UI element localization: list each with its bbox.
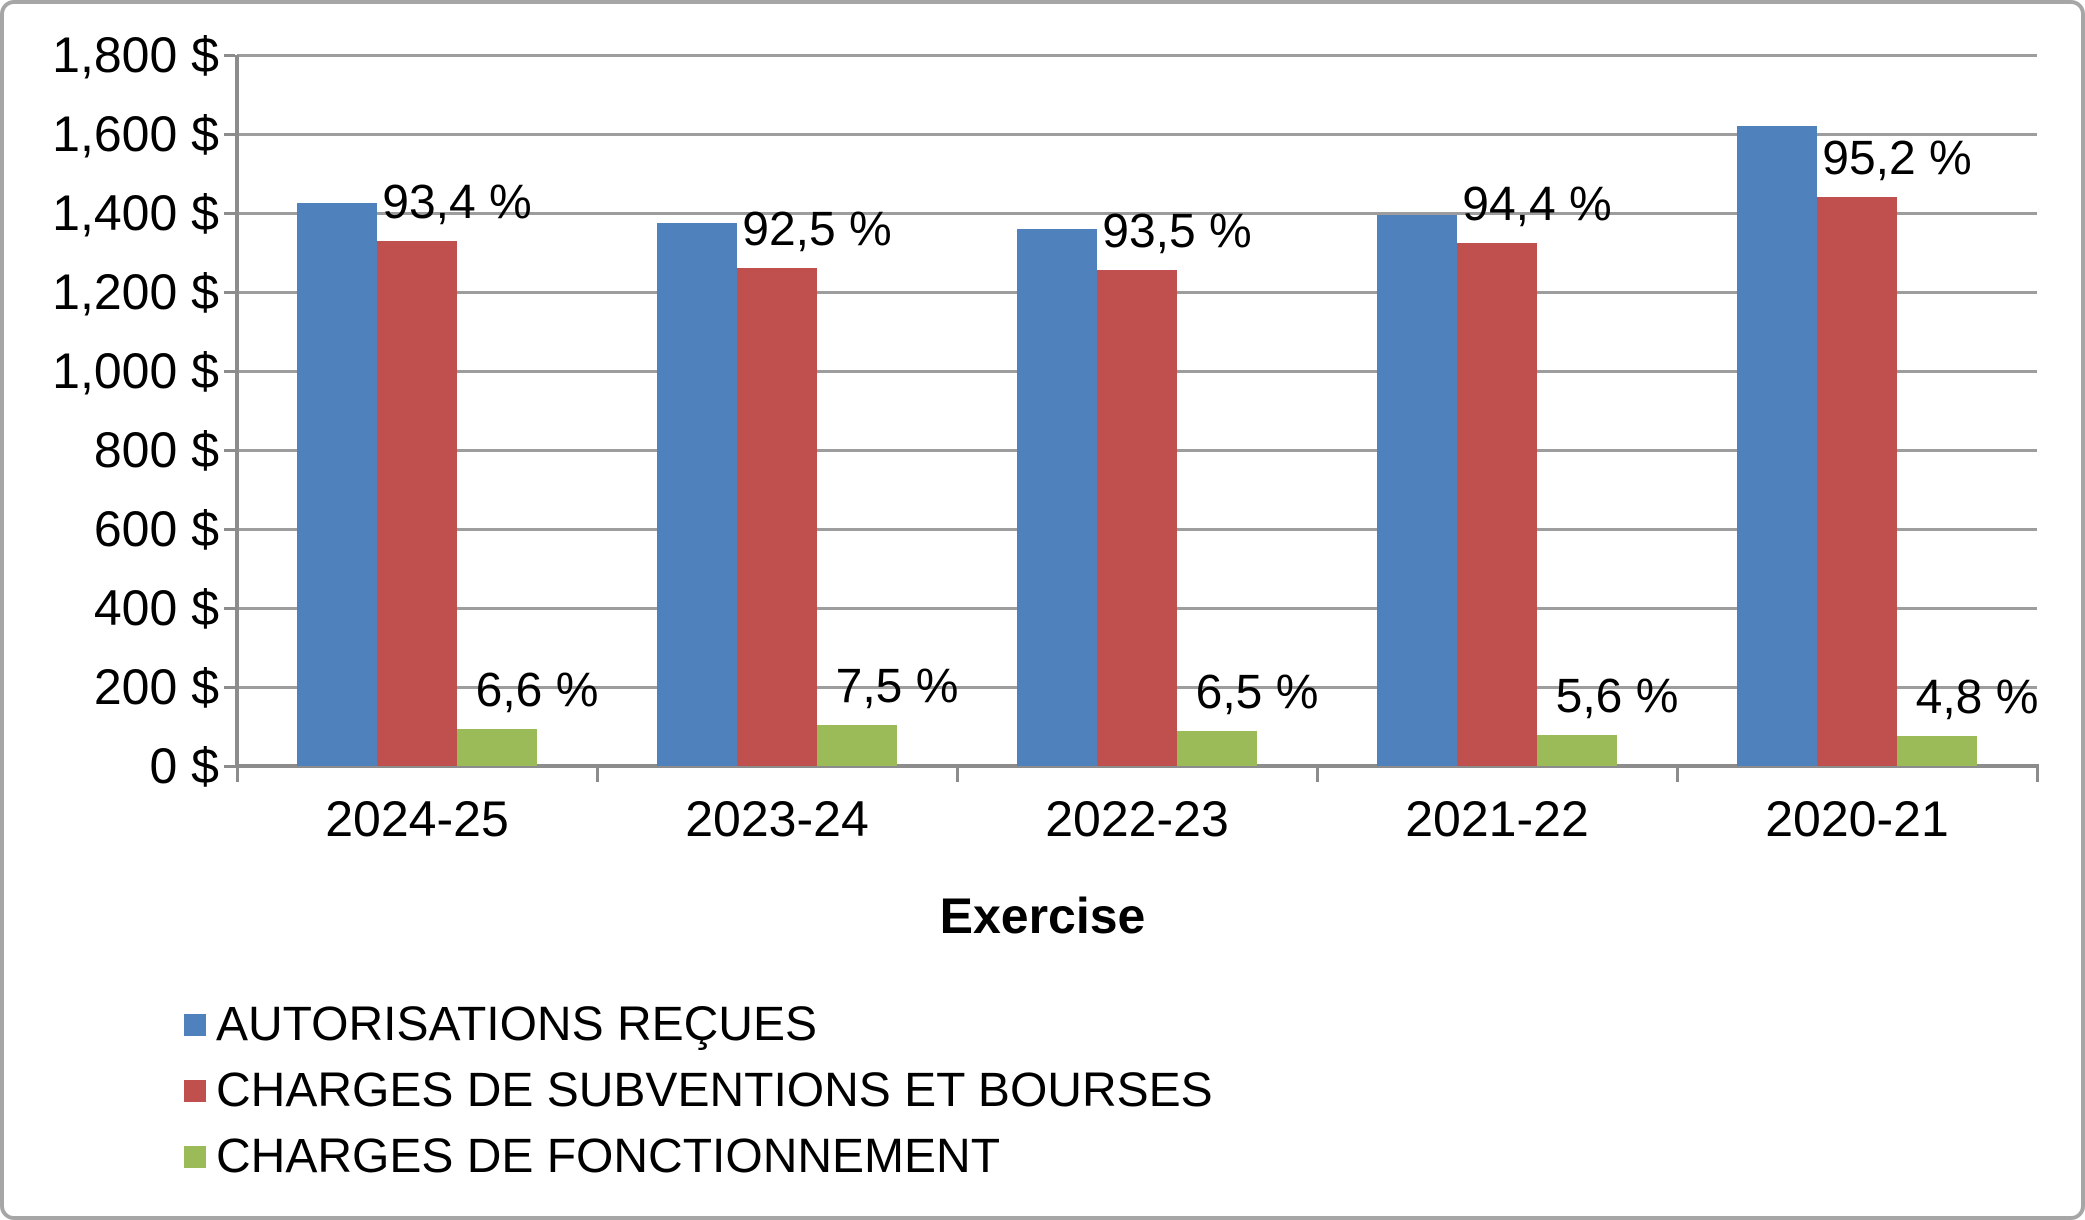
x-axis-tick (955, 768, 959, 782)
x-axis (235, 764, 2039, 768)
bar-charges-de-fonctionnement-2020-21 (1897, 736, 1977, 766)
bar-autorisations-re-ues-2024-25 (297, 203, 377, 766)
bar-charges-de-fonctionnement-2023-24 (817, 725, 897, 766)
bar-charges-de-subventions-et-bourses-2024-25 (377, 240, 457, 766)
gridline-1400 (237, 211, 2037, 215)
x-axis-tick (2035, 768, 2039, 782)
x-tick-label: 2024-25 (325, 791, 509, 847)
x-axis-tick (1315, 768, 1319, 782)
bar-charges-de-fonctionnement-2022-23 (1177, 731, 1257, 766)
data-label: 4,8 % (1915, 671, 2039, 725)
legend-swatch-3 (184, 1146, 206, 1168)
data-label: 94,4 % (1462, 177, 1612, 231)
bar-autorisations-re-ues-2023-24 (657, 222, 737, 766)
plot-area: 93,4 % 6,6 % 92,5 % 7,5 % 93,5 % 6,5 % 94,4 % 5… (224, 53, 2039, 782)
y-tick-label: 1,400 $ (52, 185, 219, 241)
bar-charges-de-subventions-et-bourses-2022-23 (1097, 270, 1177, 766)
y-axis-tick (224, 132, 235, 136)
legend-label-1: AUTORISATIONS REÇUES (216, 998, 817, 1051)
data-label: 93,5 % (1102, 205, 1252, 259)
data-label: 6,6 % (475, 663, 599, 717)
y-axis-tick (224, 606, 235, 610)
y-axis-tick (224, 369, 235, 373)
data-label: 6,5 % (1195, 666, 1319, 720)
y-tick-label: 0 $ (149, 738, 219, 794)
bar-autorisations-re-ues-2022-23 (1017, 228, 1097, 766)
y-axis-tick (224, 448, 235, 452)
y-tick-label: 1,200 $ (52, 264, 219, 320)
legend-label-2: CHARGES DE SUBVENTIONS ET BOURSES (216, 1064, 1213, 1117)
legend-label-3: CHARGES DE FONCTIONNEMENT (216, 1130, 1001, 1183)
data-label: 95,2 % (1822, 132, 1972, 186)
legend-item-3: CHARGES DE FONCTIONNEMENT (184, 1131, 1000, 1183)
x-tick-label: 2022-23 (1045, 791, 1229, 847)
bar-charges-de-fonctionnement-2024-25 (457, 728, 537, 766)
y-tick-label: 400 $ (93, 580, 219, 636)
y-axis-tick (224, 211, 235, 215)
x-tick-label: 2023-24 (685, 791, 869, 847)
bar-charges-de-subventions-et-bourses-2021-22 (1457, 242, 1537, 766)
y-axis-tick (224, 527, 235, 531)
x-axis-tick (1675, 768, 1679, 782)
bar-autorisations-re-ues-2021-22 (1377, 214, 1457, 766)
y-tick-label: 600 $ (93, 501, 219, 557)
y-axis-tick (224, 685, 235, 689)
data-label: 5,6 % (1555, 670, 1679, 724)
y-axis-tick (224, 764, 235, 768)
data-label: 7,5 % (835, 660, 959, 714)
x-tick-label: 2020-21 (1765, 791, 1949, 847)
y-tick-label: 1,600 $ (52, 106, 219, 162)
data-label: 93,4 % (382, 175, 532, 229)
x-axis-tick (595, 768, 599, 782)
y-axis-tick (224, 53, 235, 57)
y-tick-label: 800 $ (93, 422, 219, 478)
legend-swatch-1 (184, 1014, 206, 1036)
x-axis-tick (235, 768, 239, 782)
bar-charges-de-fonctionnement-2021-22 (1537, 735, 1617, 766)
y-axis (235, 55, 239, 766)
bar-autorisations-re-ues-2020-21 (1737, 126, 1817, 766)
bar-charges-de-subventions-et-bourses-2023-24 (737, 268, 817, 766)
y-axis-tick (224, 290, 235, 294)
y-tick-label: 1,000 $ (52, 343, 219, 399)
legend-item-2: CHARGES DE SUBVENTIONS ET BOURSES (184, 1065, 1213, 1117)
y-tick-label: 1,800 $ (52, 27, 219, 83)
x-tick-label: 2021-22 (1405, 791, 1589, 847)
gridline-1800 (237, 53, 2037, 57)
y-tick-label: 200 $ (93, 659, 219, 715)
legend-item-1: AUTORISATIONS REÇUES (184, 999, 817, 1051)
x-axis-title: Exercise (939, 888, 1146, 944)
bar-charges-de-subventions-et-bourses-2020-21 (1817, 197, 1897, 766)
data-label: 92,5 % (742, 203, 892, 257)
legend-swatch-2 (184, 1080, 206, 1102)
gridline-1600 (237, 132, 2037, 136)
